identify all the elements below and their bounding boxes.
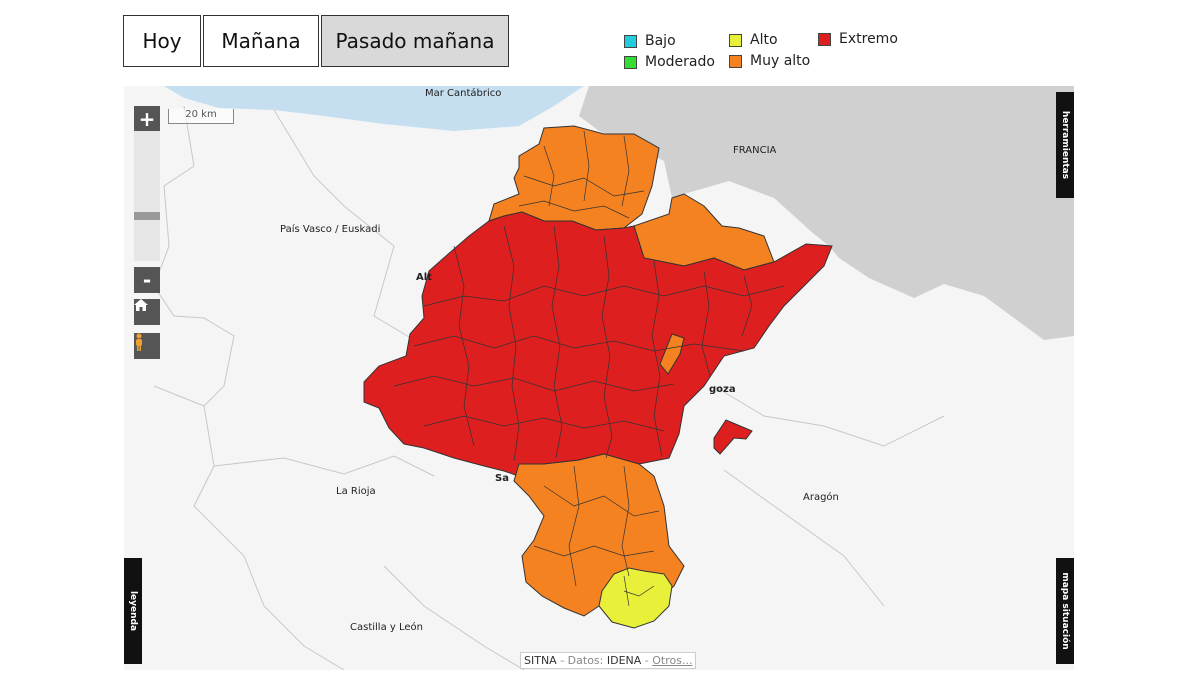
legend-swatch-alto	[729, 33, 742, 47]
legend-swatch-extremo	[818, 32, 831, 46]
attribution-idena[interactable]: IDENA	[606, 654, 642, 667]
zone-extremo	[363, 211, 833, 479]
legend-label-muy-alto: Muy alto	[750, 53, 811, 69]
zoom-slider-knob[interactable]	[134, 212, 160, 220]
label-aragon: Aragón	[803, 492, 839, 503]
label-goza-fragment: goza	[709, 384, 736, 395]
legend-item-alto: Alto	[729, 32, 778, 48]
zone-alto	[598, 567, 673, 629]
attribution-others-link[interactable]: Otros...	[652, 654, 693, 667]
label-pais-vasco: País Vasco / Euskadi	[280, 224, 381, 235]
legend-label-bajo: Bajo	[645, 33, 676, 49]
label-france: FRANCIA	[733, 145, 777, 156]
zone-extremo-enclave	[713, 419, 753, 455]
legend-label-extremo: Extremo	[839, 31, 898, 47]
map-canvas[interactable]	[124, 86, 1074, 670]
zoom-in-button[interactable]: +	[134, 106, 160, 132]
tab-today[interactable]: Hoy	[123, 15, 201, 67]
tools-panel-tab[interactable]: herramientas	[1056, 92, 1074, 198]
legend-item-extremo: Extremo	[818, 31, 898, 47]
legend-panel-label: leyenda	[128, 590, 138, 632]
situation-map-tab[interactable]: mapa situación	[1056, 558, 1074, 664]
home-icon	[134, 299, 148, 311]
zoom-slider-track[interactable]	[134, 131, 160, 261]
label-sa-fragment: Sa	[495, 473, 509, 484]
map-attribution: SITNA - Datos: IDENA - Otros...	[520, 652, 697, 669]
label-la-rioja: La Rioja	[336, 486, 376, 497]
legend-item-bajo: Bajo	[624, 33, 676, 49]
pegman-icon	[136, 333, 142, 351]
risk-legend: Bajo Moderado Alto Muy alto Extremo	[624, 30, 924, 74]
map-view[interactable]: Mar Cantábrico FRANCIA País Vasco / Eusk…	[124, 86, 1074, 670]
label-sea: Mar Cantábrico	[425, 88, 502, 99]
scale-bar: 20 km	[168, 109, 234, 124]
tab-day-after-tomorrow[interactable]: Pasado mañana	[321, 15, 509, 67]
legend-item-muy-alto: Muy alto	[729, 53, 810, 69]
attribution-sep1: - Datos:	[556, 654, 607, 667]
attribution-sitna[interactable]: SITNA	[524, 654, 557, 667]
day-tabs: Hoy Mañana Pasado mañana	[123, 15, 511, 69]
france-area	[579, 86, 1074, 340]
legend-swatch-moderado	[624, 55, 637, 69]
home-button[interactable]	[134, 299, 160, 325]
zone-muy-alto-enclave	[659, 333, 685, 375]
sea-area	[164, 86, 584, 131]
legend-item-moderado: Moderado	[624, 54, 715, 70]
legend-swatch-bajo	[624, 34, 637, 48]
legend-swatch-muy-alto	[729, 54, 742, 68]
situation-map-label: mapa situación	[1060, 572, 1070, 650]
label-castilla-y-leon: Castilla y León	[350, 622, 423, 633]
tab-tomorrow[interactable]: Mañana	[203, 15, 319, 67]
legend-label-moderado: Moderado	[645, 54, 715, 70]
legend-label-alto: Alto	[750, 32, 778, 48]
street-view-button[interactable]	[134, 333, 160, 359]
tools-panel-label: herramientas	[1060, 110, 1070, 180]
legend-panel-tab[interactable]: leyenda	[124, 558, 142, 664]
attribution-sep2: -	[641, 654, 653, 667]
label-alt-fragment: Alt	[416, 272, 432, 283]
zone-muy-alto-northeast	[633, 193, 775, 271]
zoom-out-button[interactable]: -	[134, 267, 160, 293]
